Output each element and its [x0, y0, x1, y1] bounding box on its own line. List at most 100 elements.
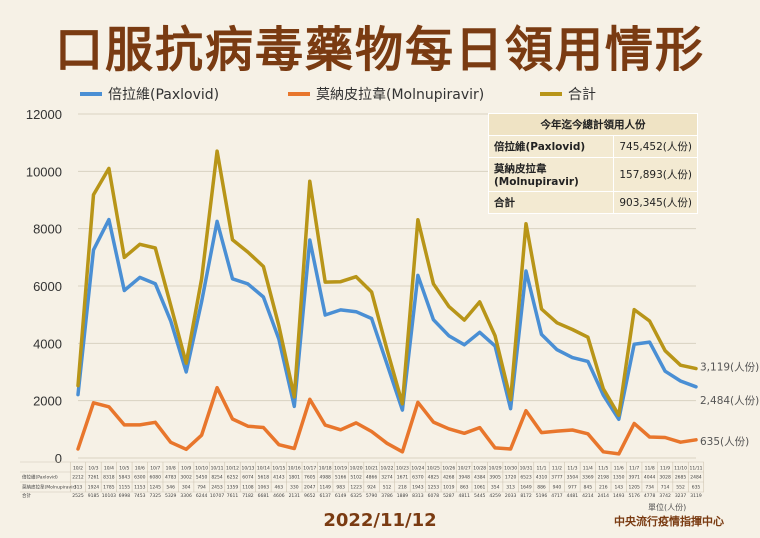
legend-item-molnupiravir: 莫納皮拉韋(Molnupiravir)	[288, 84, 484, 104]
x-tick-label: 10/21	[365, 466, 378, 472]
x-tick-label: 10/13	[241, 466, 254, 472]
data-label: 2453	[211, 485, 223, 491]
legend-swatch-total	[540, 92, 562, 96]
summary-label: 莫納皮拉韋(Molnupiravir)	[487, 157, 615, 192]
x-tick-label: 11/2	[552, 466, 562, 472]
legend-item-total: 合計	[540, 84, 596, 104]
data-label: 8313	[412, 493, 424, 499]
data-label: 3905	[489, 475, 501, 481]
data-label: 4214	[582, 493, 594, 499]
x-tick-label: 10/9	[181, 466, 191, 472]
unit-label: 單位(人份)	[648, 503, 687, 512]
data-label: 6523	[520, 475, 532, 481]
x-tick-label: 10/15	[272, 466, 285, 472]
data-label: 10103	[102, 493, 116, 499]
data-label: 2131	[289, 493, 301, 499]
y-tick-label: 4000	[33, 336, 62, 351]
data-label: 1671	[397, 475, 409, 481]
data-label: 6252	[227, 475, 239, 481]
legend-swatch-paxlovid	[80, 92, 102, 96]
data-label: 3786	[381, 493, 393, 499]
legend-label-paxlovid: 倍拉維(Paxlovid)	[108, 87, 220, 103]
data-label: 6080	[150, 475, 162, 481]
data-label: 1063	[258, 485, 270, 491]
data-label: 4717	[551, 493, 563, 499]
data-label: 4606	[273, 493, 285, 499]
data-label: 313	[506, 485, 515, 491]
data-label: 3369	[582, 475, 594, 481]
data-label: 3028	[659, 475, 671, 481]
data-label: 794	[197, 485, 206, 491]
x-tick-label: 11/7	[629, 466, 639, 472]
x-tick-label: 10/25	[427, 466, 440, 472]
data-label: 4866	[366, 475, 378, 481]
data-label: 3742	[659, 493, 671, 499]
summary-row-total: 合計 903,345(人份)	[487, 191, 698, 214]
data-label: 1350	[613, 475, 625, 481]
data-label: 552	[676, 485, 685, 491]
legend-label-molnupiravir: 莫納皮拉韋(Molnupiravir)	[316, 87, 485, 103]
summary-table: 今年迄今總計領用人份 倍拉維(Paxlovid) 745,452(人份) 莫納皮…	[487, 113, 698, 214]
data-label: 5329	[165, 493, 177, 499]
data-label: 5287	[443, 493, 455, 499]
data-label: 5450	[196, 475, 208, 481]
data-label: 6244	[196, 493, 208, 499]
data-label: 1889	[397, 493, 409, 499]
y-tick-label: 12000	[26, 107, 62, 122]
data-label: 863	[460, 485, 469, 491]
data-label: 5196	[536, 493, 548, 499]
data-label: 7605	[304, 475, 316, 481]
x-tick-label: 10/28	[473, 466, 486, 472]
legend-label-total: 合計	[568, 87, 596, 103]
summary-label: 倍拉維(Paxlovid)	[487, 135, 615, 158]
data-label: 4825	[428, 475, 440, 481]
data-label: 354	[491, 485, 500, 491]
x-tick-label: 10/17	[303, 466, 316, 472]
series-line-1	[76, 385, 698, 456]
x-tick-label: 10/29	[489, 466, 502, 472]
x-tick-label: 11/4	[583, 466, 593, 472]
x-tick-label: 10/7	[150, 466, 160, 472]
data-label: 2484	[690, 475, 702, 481]
data-label: 3948	[459, 475, 471, 481]
data-label: 1493	[613, 493, 625, 499]
data-label: 6074	[242, 475, 254, 481]
legend-swatch-molnupiravir	[288, 92, 310, 96]
table-row-header: 莫納皮拉韋(Molnupiravir)	[22, 484, 76, 491]
y-tick-label: 0	[55, 451, 62, 466]
data-label: 1720	[505, 475, 517, 481]
y-tick-label: 2000	[33, 394, 62, 409]
data-label: 5166	[335, 475, 347, 481]
summary-header-row: 今年迄今總計領用人份	[488, 113, 698, 136]
data-label: 2198	[598, 475, 610, 481]
x-tick-label: 10/24	[411, 466, 424, 472]
date-label: 2022/11/12	[323, 510, 437, 531]
x-tick-label: 11/8	[645, 466, 655, 472]
data-label: 5102	[350, 475, 362, 481]
data-label: 4259	[489, 493, 501, 499]
data-label: 3119	[690, 493, 702, 499]
series-end-label: 635(人份)	[700, 436, 749, 448]
data-label: 8172	[520, 493, 532, 499]
data-label: 7325	[150, 493, 162, 499]
data-label: 2212	[72, 475, 84, 481]
x-tick-label: 10/31	[520, 466, 533, 472]
summary-value: 157,893(人份)	[613, 157, 698, 192]
data-label: 3504	[567, 475, 579, 481]
table-row-header: 合計	[22, 492, 31, 499]
data-label: 7182	[242, 493, 254, 499]
x-tick-label: 10/6	[135, 466, 145, 472]
data-label: 330	[290, 485, 299, 491]
data-label: 940	[553, 485, 562, 491]
data-label: 6325	[350, 493, 362, 499]
data-label: 4268	[443, 475, 455, 481]
data-label: 512	[383, 485, 392, 491]
data-label: 9185	[88, 493, 100, 499]
x-tick-label: 10/22	[381, 466, 394, 472]
data-label: 635	[692, 485, 701, 491]
x-tick-label: 11/11	[690, 466, 703, 472]
data-label: 4778	[644, 493, 656, 499]
data-label: 7611	[227, 493, 239, 499]
data-label: 143	[614, 485, 623, 491]
